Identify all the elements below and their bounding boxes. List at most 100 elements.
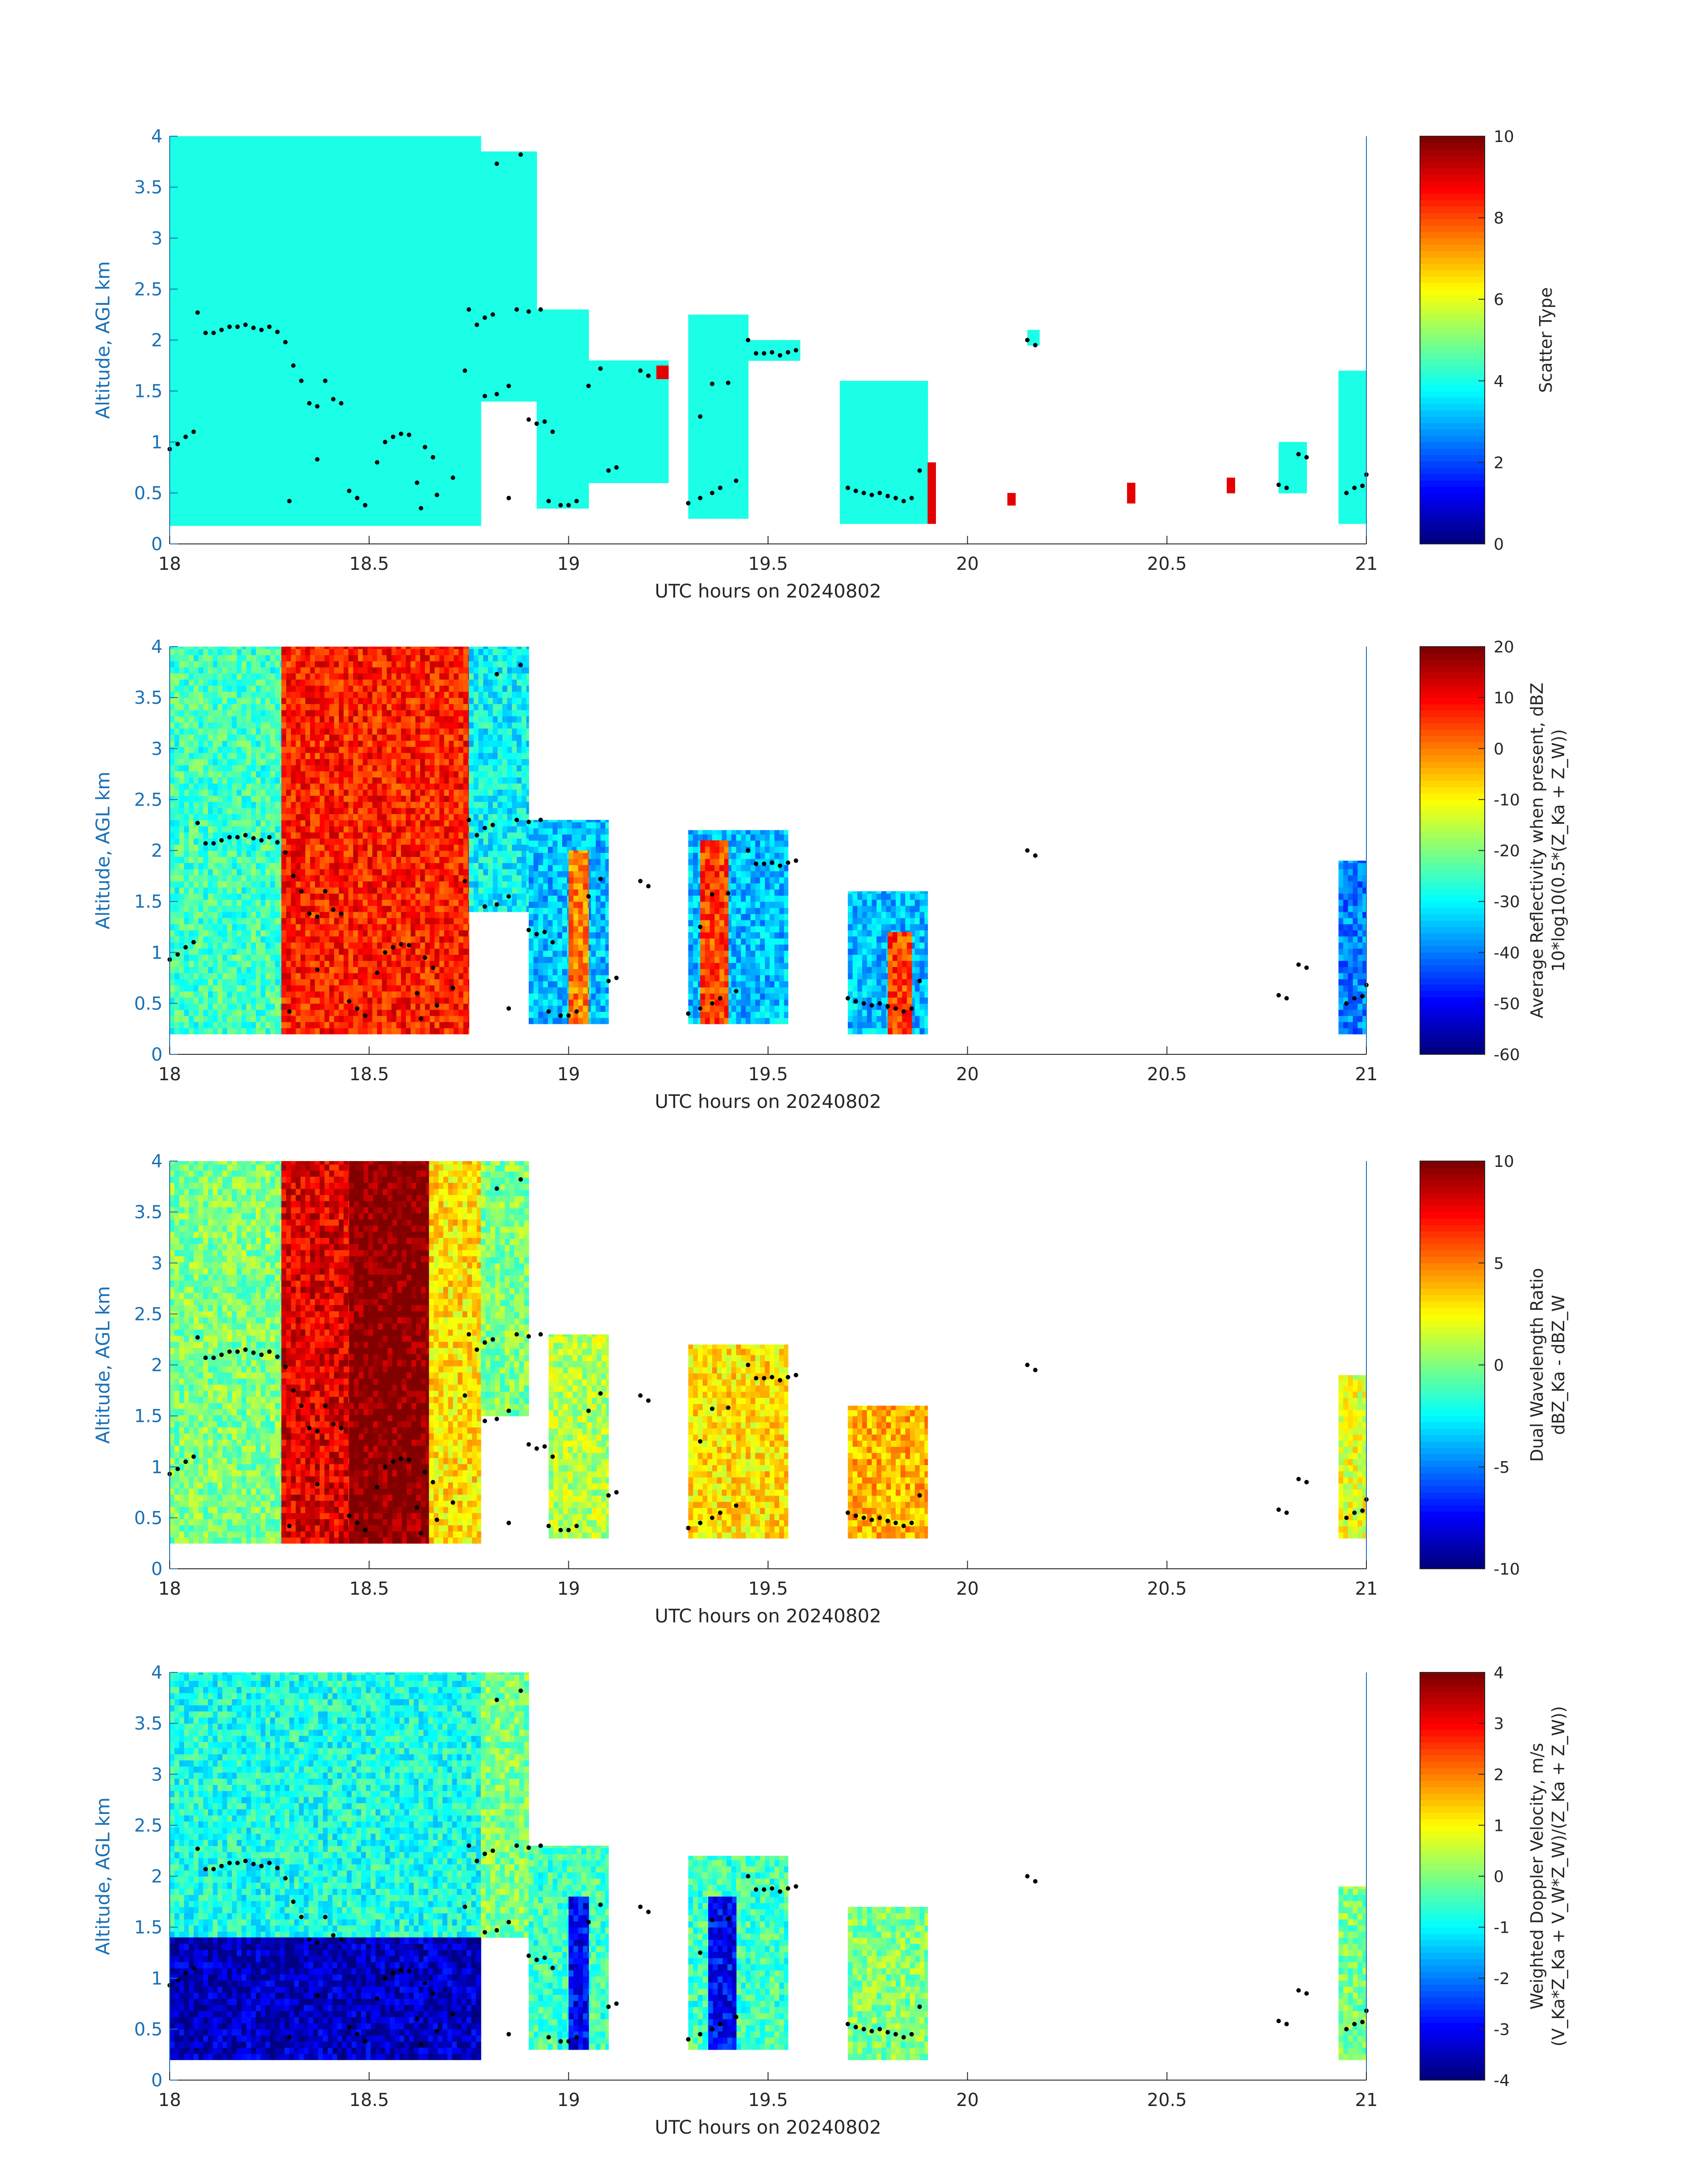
heatmap-cell [371,324,376,330]
heatmap-cell [188,195,194,202]
heatmap-cell [495,242,501,249]
heatmap-cell [404,136,409,141]
heatmap-cell [461,507,467,514]
heatmap-cell [188,476,194,483]
heatmap-cell [356,195,362,202]
heatmap-cell [256,281,261,288]
heatmap-cell [356,409,362,416]
heatmap-cell [289,446,295,453]
heatmap-cell [371,305,376,312]
heatmap-cell [227,250,233,257]
heatmap-cell [188,379,194,385]
heatmap-cell [476,446,481,453]
heatmap-cell [347,226,352,233]
heatmap-cell [409,397,414,404]
heatmap-cell [337,201,342,208]
heatmap-cell [495,376,501,384]
heatmap-cell [471,409,476,416]
heatmap-cell [443,342,448,349]
heatmap-cell [184,318,189,324]
heatmap-cell [490,358,496,365]
heatmap-cell [208,195,213,202]
heatmap-cell [570,447,576,454]
heatmap-cell [376,519,381,526]
heatmap-cell [480,236,486,243]
heatmap-cell [500,151,505,157]
heatmap-cell [188,164,194,171]
heatmap-cell [514,272,520,280]
heatmap-cell [505,297,510,304]
heatmap-cell [323,195,328,202]
heatmap-cell [546,368,551,374]
heatmap-cell [184,293,189,300]
heatmap-cell [361,476,367,483]
heatmap-cell [529,175,534,182]
heatmap-cell [318,195,323,202]
heatmap-cell [289,342,295,349]
heatmap-cell [399,354,405,361]
heatmap-cell [529,199,534,206]
heatmap-cell [438,171,443,178]
heatmap-cell [428,372,434,379]
heatmap-cell [304,250,309,257]
heatmap-cell [256,336,261,343]
heatmap-cell [457,372,462,379]
heatmap-cell [299,195,304,202]
heatmap-cell [347,183,352,190]
heatmap-cell [193,458,199,465]
heatmap-cell [203,268,209,276]
heatmap-cell [332,140,338,147]
heatmap-cell [337,244,342,251]
heatmap-cell [361,348,367,355]
heatmap-cell [413,281,419,288]
heatmap-cell [452,470,457,477]
heatmap-cell [270,220,276,226]
heatmap-cell [385,207,390,214]
heatmap-cell [447,256,453,263]
heatmap-cell [275,140,280,147]
heatmap-cell [213,495,218,501]
heatmap-cell [423,159,429,165]
heatmap-cell [461,330,467,337]
heatmap-cell [443,226,448,233]
heatmap-cell [342,238,347,245]
heatmap-cell [342,293,347,300]
heatmap-cell [203,372,209,379]
heatmap-cell [490,248,496,255]
heatmap-cell [280,171,285,178]
heatmap-cell [342,366,347,373]
heatmap-cell [361,397,367,404]
heatmap-cell [394,415,400,422]
heatmap-cell [289,177,295,184]
heatmap-cell [514,371,520,377]
heatmap-cell [241,136,247,141]
heatmap-cell [533,389,537,396]
heatmap-cell [304,268,309,276]
heatmap-cell [443,501,448,508]
heatmap-cell [318,476,323,483]
heatmap-cell [394,470,400,477]
heatmap-cell [519,279,525,285]
heatmap-cell [356,177,362,184]
heatmap-cell [351,446,357,453]
heatmap-cell [289,354,295,361]
heatmap-cell [575,337,580,344]
heatmap-cell [351,238,357,245]
heatmap-cell [476,195,481,202]
heatmap-cell [241,507,247,514]
heatmap-cell [457,440,462,447]
heatmap-cell [170,159,175,165]
heatmap-cell [284,256,290,263]
heatmap-cell [565,410,571,417]
heatmap-cell [256,195,261,202]
heatmap-cell [337,195,342,202]
heatmap-cell [361,213,367,220]
heatmap-cell [327,348,333,355]
heatmap-cell [404,164,409,171]
heatmap-cell [308,336,314,343]
heatmap-cell [256,171,261,178]
heatmap-cell [217,476,223,483]
heatmap-cell [380,299,386,306]
heatmap-cell [351,409,357,416]
heatmap-cell [327,489,333,496]
